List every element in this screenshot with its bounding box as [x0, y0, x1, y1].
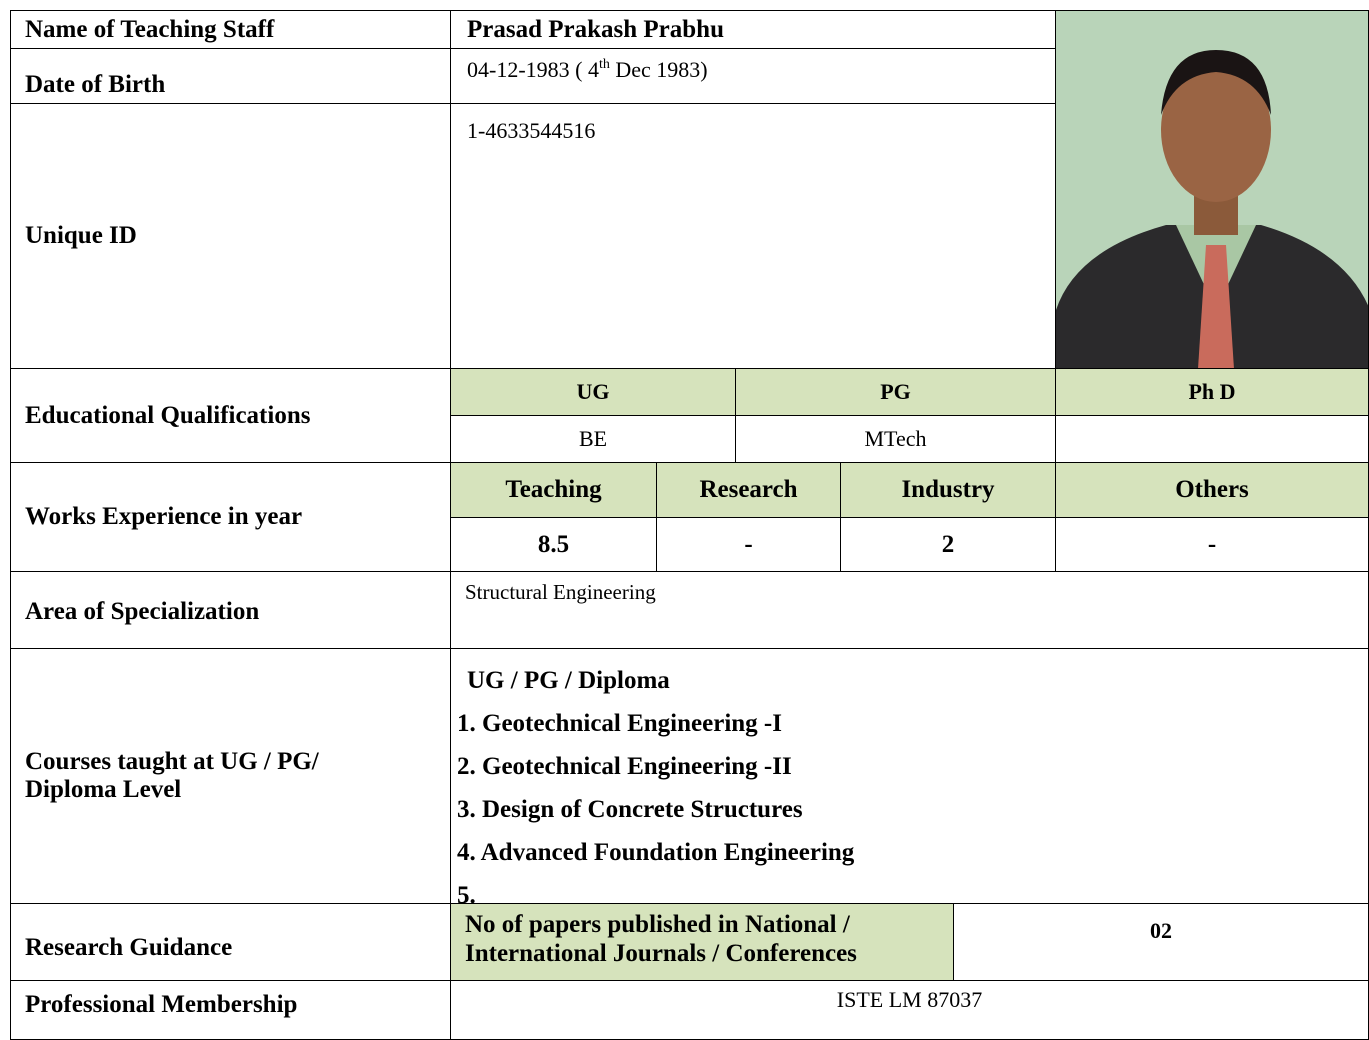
value-cell: 02	[953, 903, 1369, 981]
label-cell: Unique ID	[10, 103, 451, 369]
header-cell: Teaching	[450, 462, 657, 518]
header-cell: PG	[735, 368, 1056, 416]
text: Dec 1983)	[609, 57, 708, 82]
value-cell: 1-4633544516	[450, 103, 1056, 369]
label-cell: Educational Qualifications	[10, 368, 451, 463]
label-cell: Works Experience in year	[10, 462, 451, 572]
superscript: th	[598, 57, 610, 72]
course-item: 2. Geotechnical Engineering -II	[457, 753, 792, 780]
text: 04-12-1983 ( 4	[467, 57, 599, 82]
value-cell: ISTE LM 87037	[450, 980, 1369, 1040]
value-cell: -	[656, 517, 841, 572]
label-cell: Courses taught at UG / PG/ Diploma Level	[10, 648, 451, 904]
course-item: 4. Advanced Foundation Engineering	[457, 839, 855, 866]
hair	[1161, 50, 1271, 115]
label-cell: Area of Specialization	[10, 571, 451, 649]
face	[1161, 58, 1271, 202]
photo-cell	[1055, 10, 1369, 369]
header-cell: Ph D	[1055, 368, 1369, 416]
value-cell: Structural Engineering	[450, 571, 1369, 649]
header-cell: Industry	[840, 462, 1056, 518]
course-item: 5.	[457, 882, 476, 909]
value-cell: Prasad Prakash Prabhu	[450, 10, 1056, 49]
tie	[1198, 245, 1234, 368]
course-item: 1. Geotechnical Engineering -I	[457, 710, 782, 737]
value-cell	[1055, 415, 1369, 463]
course-heading: UG / PG / Diploma	[467, 667, 670, 694]
photo	[1056, 11, 1368, 368]
value-cell: 2	[840, 517, 1056, 572]
value-cell: -	[1055, 517, 1369, 572]
header-cell: UG	[450, 368, 736, 416]
label-text: Courses taught at UG / PG/ Diploma Level	[25, 748, 319, 803]
label-cell: Research Guidance	[10, 903, 451, 981]
header-cell: Research	[656, 462, 841, 518]
courses-cell: UG / PG / Diploma 1. Geotechnical Engine…	[450, 648, 1369, 909]
header-cell: Others	[1055, 462, 1369, 518]
question-cell: No of papers published in National / Int…	[450, 903, 954, 981]
value-cell: 8.5	[450, 517, 657, 572]
label-cell: Name of Teaching Staff	[10, 10, 451, 49]
label-cell: Professional Membership	[10, 980, 451, 1040]
value-cell: MTech	[735, 415, 1056, 463]
label-cell: Date of Birth	[10, 48, 451, 104]
course-item: 3. Design of Concrete Structures	[457, 796, 803, 823]
value-cell: BE	[450, 415, 736, 463]
